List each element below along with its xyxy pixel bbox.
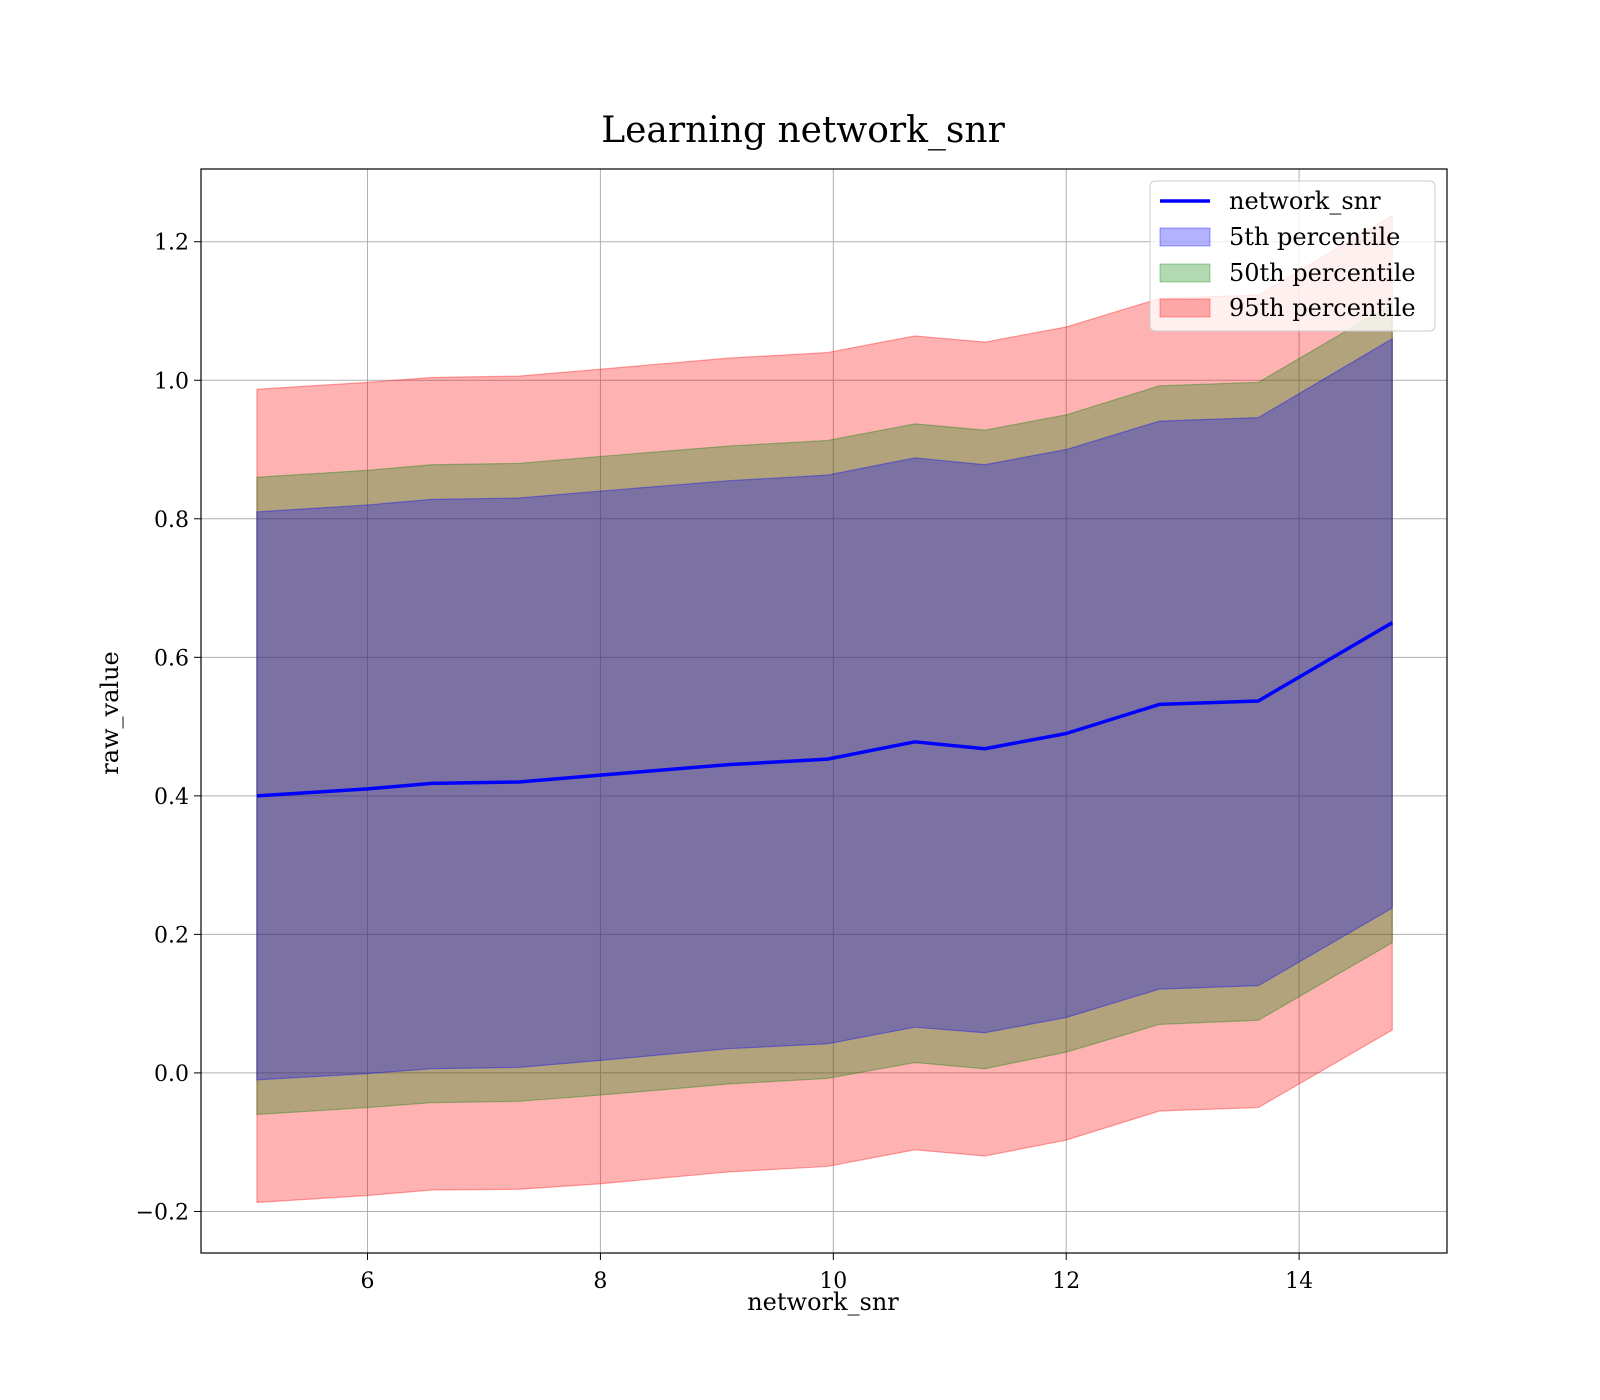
y-tick-label: 0.4	[154, 785, 189, 810]
band-5th-percentile	[256, 337, 1393, 1081]
band-50th-percentile	[256, 303, 1393, 1116]
legend-box	[1149, 180, 1436, 332]
x-tick-label: 12	[1052, 1269, 1080, 1294]
y-tick-label: 0.2	[154, 923, 189, 948]
legend-label-95th-percentile: 95th percentile	[1229, 294, 1416, 322]
y-tick-label: 0.0	[154, 1062, 189, 1087]
band-95th-percentile	[256, 214, 1393, 1204]
legend: network_snr 5th percentile 50th percentile…	[1149, 180, 1436, 332]
legend-swatch-50th-percentile	[1159, 263, 1211, 283]
chart-title: Learning network_snr	[601, 110, 1005, 151]
line-layer	[256, 621, 1394, 798]
legend-label-network-snr: network_snr	[1229, 187, 1381, 215]
legend-label-5th-percentile: 5th percentile	[1229, 223, 1400, 251]
band-layer	[256, 214, 1393, 1204]
x-axis-label: network_snr	[747, 1288, 899, 1316]
x-tick-label: 8	[593, 1269, 607, 1294]
y-tick-label: 1.0	[154, 369, 189, 394]
plot-frame	[200, 168, 1448, 1254]
tick-layer: 6 8 10 12 14 −0.2 0.0 0.2 0.4 0.6 0.8 1.0 1.2	[136, 231, 1314, 1294]
legend-label-50th-percentile: 50th percentile	[1229, 259, 1416, 287]
y-tick-label: 0.6	[154, 646, 189, 671]
x-tick-label: 6	[361, 1269, 375, 1294]
x-tick-label: 10	[819, 1269, 847, 1294]
x-tick-label: 14	[1285, 1269, 1313, 1294]
y-axis-label: raw_value	[96, 651, 124, 775]
y-tick-label: 1.2	[154, 231, 189, 256]
y-tick-label: −0.2	[136, 1200, 189, 1225]
series-line-network-snr	[256, 621, 1394, 798]
legend-swatch-95th-percentile	[1159, 298, 1211, 318]
y-tick-label: 0.8	[154, 508, 189, 533]
legend-swatch-5th-percentile	[1159, 227, 1211, 247]
